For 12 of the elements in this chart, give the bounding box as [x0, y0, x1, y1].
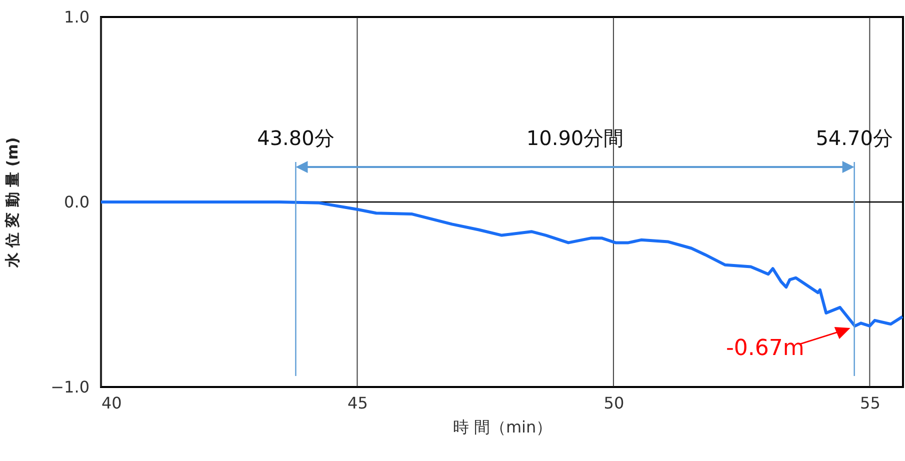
y-tick-label: −1.0 [50, 378, 90, 396]
y-tick-label: 0.0 [64, 192, 90, 212]
y-axis-title: 水 位 変 動 量 (m) [4, 137, 22, 269]
x-tick-label: 45 [348, 394, 368, 412]
x-tick-label: 40 [102, 394, 122, 412]
y-tick-label: 1.0 [64, 8, 90, 26]
line-series [100, 200, 904, 328]
x-axis-title: 時 間（min） [452, 418, 552, 436]
annotation: -0.67m [726, 336, 804, 361]
ref-line-label: 43.80分 [257, 126, 334, 150]
x-tick-label: 50 [604, 394, 624, 412]
x-tick-label: 55 [860, 394, 880, 412]
